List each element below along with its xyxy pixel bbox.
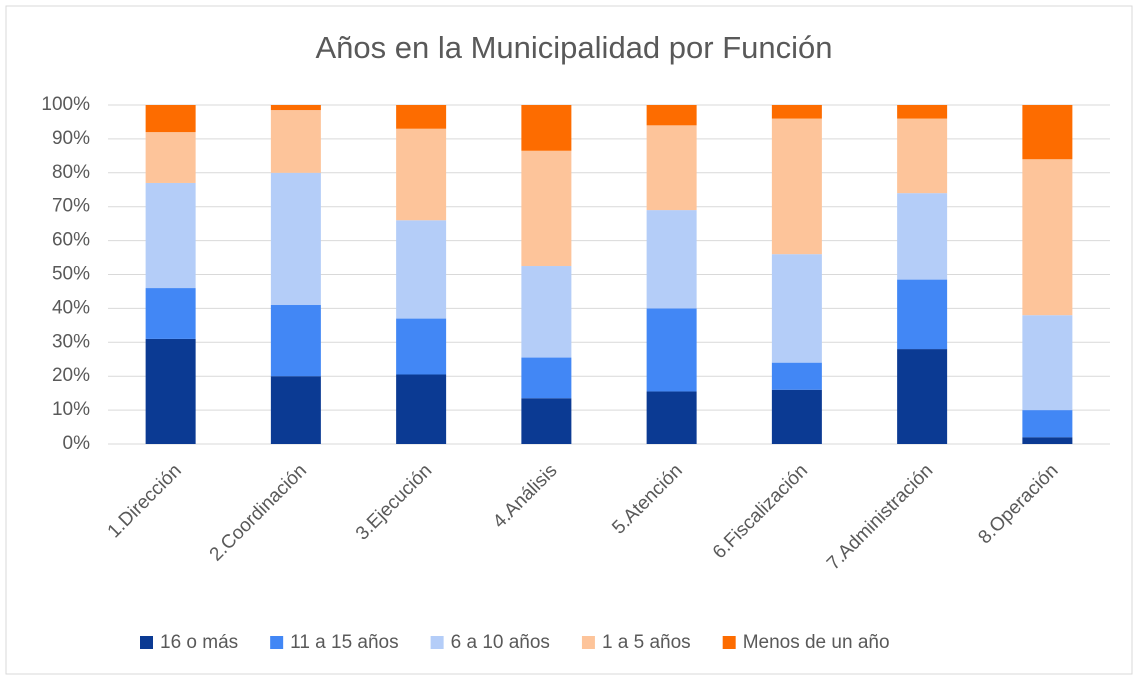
legend-swatch [430, 636, 444, 649]
bar-segment [1022, 437, 1073, 444]
bar-segment [771, 105, 822, 119]
bar-segment [771, 389, 822, 444]
y-tick-label: 80% [52, 162, 90, 183]
bar-segment [897, 349, 948, 444]
bar-segment [270, 110, 321, 173]
bar-segment [270, 376, 321, 444]
y-tick-label: 90% [52, 128, 90, 149]
bar-segment [521, 357, 572, 399]
bar-segment [1022, 315, 1073, 411]
legend-label: 16 o más [160, 632, 238, 653]
bar-segment [270, 105, 321, 111]
bar-segment [897, 279, 948, 350]
y-tick-label: 100% [41, 94, 90, 115]
y-tick-label: 70% [52, 196, 90, 217]
bar-segment [396, 220, 447, 319]
legend-swatch [722, 636, 736, 649]
y-tick-label: 30% [52, 331, 90, 352]
bar-segment [521, 398, 572, 444]
legend-label: 6 a 10 años [451, 632, 550, 653]
bar-segment [897, 105, 948, 119]
bar-segment [1022, 105, 1073, 160]
y-tick-label: 0% [63, 433, 91, 454]
bar-segment [270, 305, 321, 377]
y-tick-label: 20% [52, 365, 90, 386]
legend-label: Menos de un año [743, 632, 890, 653]
bar-segment [646, 210, 697, 309]
bar-segment [646, 308, 697, 392]
bar-segment [1022, 159, 1073, 316]
bar-segment [145, 105, 196, 133]
bar-segment [396, 105, 447, 129]
bar-segment [396, 318, 447, 375]
bar-segment [145, 288, 196, 339]
bar-segment [897, 118, 948, 194]
bar-segment [145, 182, 196, 289]
y-tick-label: 40% [52, 297, 90, 318]
bar-segment [771, 118, 822, 255]
legend-swatch [140, 636, 153, 649]
legend-swatch [270, 636, 284, 649]
y-tick-label: 60% [52, 230, 90, 251]
bar-segment [771, 362, 822, 390]
bar-segment [521, 266, 572, 358]
bar-segment [145, 132, 196, 183]
bar-segment [396, 128, 447, 221]
bar-segment [646, 125, 697, 211]
bar-segment [646, 105, 697, 126]
y-tick-label: 10% [52, 399, 90, 420]
bar-segment [396, 374, 447, 444]
bar-segment [771, 254, 822, 363]
chart-title: Años en la Municipalidad por Función [316, 30, 833, 65]
bar-segment [646, 391, 697, 444]
bar-segment [145, 338, 196, 444]
bar-segment [1022, 410, 1073, 438]
bar-segment [270, 172, 321, 306]
legend-swatch [581, 636, 595, 649]
legend-label: 11 a 15 años [290, 632, 398, 653]
bar-segment [521, 150, 572, 267]
y-tick-label: 50% [52, 264, 90, 285]
bar-segment [521, 105, 572, 151]
legend-label: 1 a 5 años [602, 632, 691, 653]
bar-segment [897, 193, 948, 280]
